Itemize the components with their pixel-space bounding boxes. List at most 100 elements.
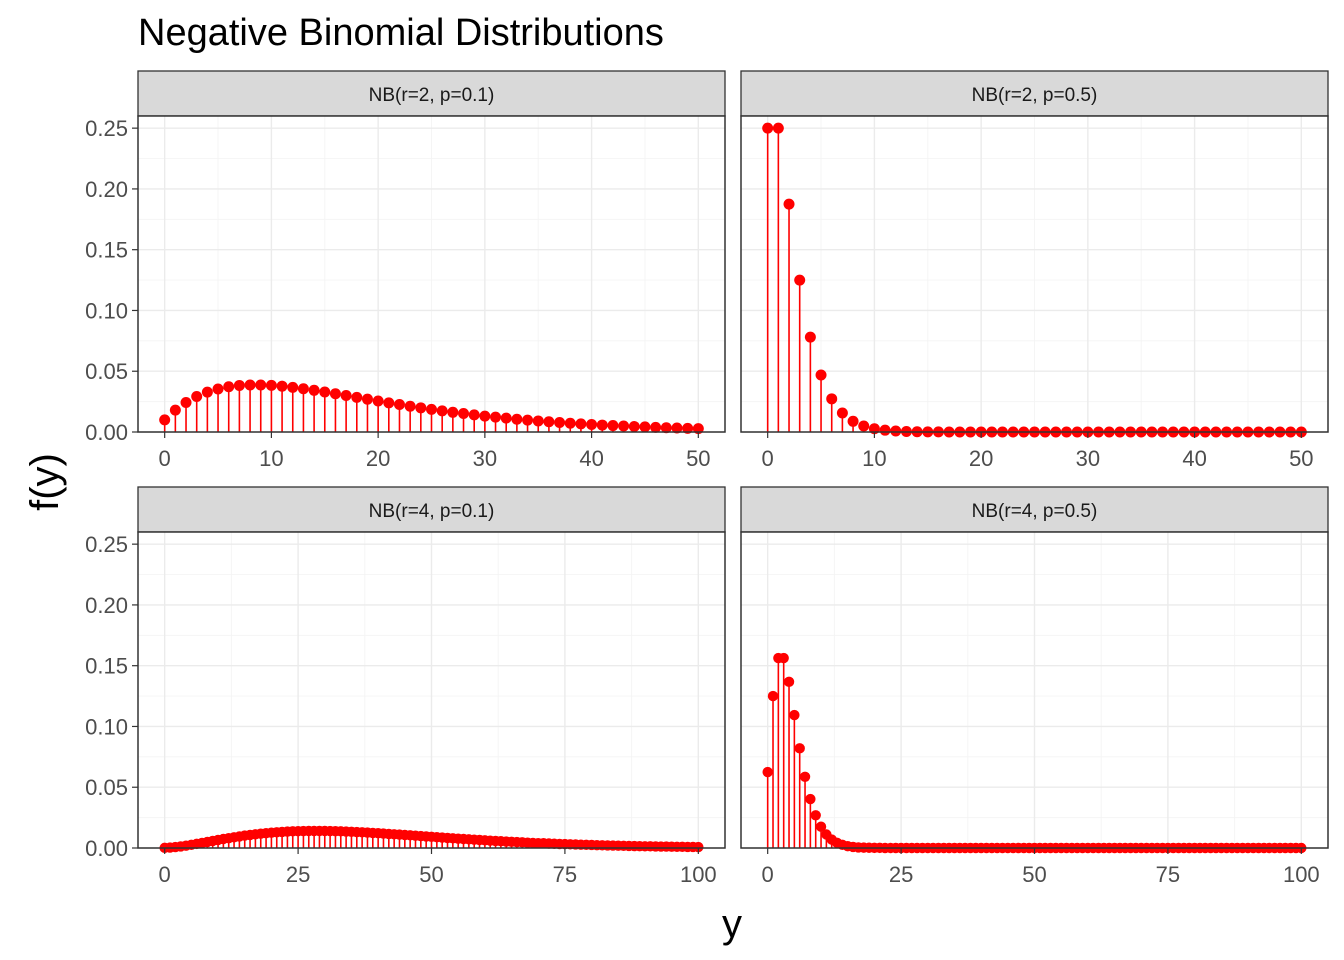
data-point — [879, 424, 891, 436]
data-point — [329, 388, 341, 400]
data-point — [244, 379, 256, 391]
data-point — [223, 381, 235, 393]
data-point — [799, 771, 811, 782]
data-point — [169, 404, 181, 416]
data-point — [415, 402, 427, 414]
y-tick-label: 0.20 — [85, 177, 128, 202]
y-tick-label: 0.05 — [85, 775, 128, 800]
data-point — [340, 390, 352, 402]
data-point — [522, 414, 534, 426]
facet-panel: NB(r=4, p=0.5) 0 25 50 75 100 — [740, 486, 1329, 887]
data-point — [532, 415, 544, 427]
y-tick-label: 0.00 — [85, 836, 128, 861]
x-tick-label: 10 — [862, 446, 886, 471]
y-tick-label: 0.20 — [85, 593, 128, 618]
facet-strip — [137, 486, 726, 533]
x-tick-label: 50 — [1022, 862, 1046, 887]
x-tick-label: 25 — [286, 862, 310, 887]
y-tick-label: 0.10 — [85, 714, 128, 739]
data-point — [383, 397, 395, 409]
data-point — [783, 198, 795, 210]
data-point — [212, 383, 224, 395]
data-point — [297, 383, 309, 395]
data-point — [783, 676, 795, 688]
data-point — [265, 379, 277, 391]
data-point — [789, 709, 800, 721]
x-tick-label: 0 — [762, 862, 774, 887]
data-point — [628, 421, 640, 433]
data-point — [468, 409, 480, 421]
data-point — [233, 379, 245, 391]
facet-strip-label: NB(r=2, p=0.1) — [369, 85, 495, 106]
data-point — [618, 420, 630, 432]
x-tick-label: 30 — [473, 446, 497, 471]
data-point — [815, 821, 827, 832]
facet-panel: NB(r=4, p=0.1) 0 25 50 75 100 0.00 0.05 0.10 0.15… — [85, 486, 726, 887]
x-axis-title: y — [722, 902, 742, 946]
data-point — [404, 400, 416, 412]
y-tick-label: 0.10 — [85, 298, 128, 323]
x-tick-label: 30 — [1076, 446, 1100, 471]
facet-strip — [740, 486, 1329, 533]
x-tick-label: 20 — [366, 446, 390, 471]
data-point — [564, 417, 576, 429]
data-point — [543, 416, 555, 428]
data-point — [500, 412, 512, 424]
data-point — [767, 690, 779, 702]
x-tick-label: 50 — [419, 862, 443, 887]
x-tick-label: 0 — [159, 862, 171, 887]
data-point — [607, 420, 619, 432]
data-point — [276, 380, 288, 392]
x-tick-label: 0 — [159, 446, 171, 471]
data-point — [180, 396, 192, 408]
data-point — [201, 386, 213, 398]
y-tick-label: 0.15 — [85, 654, 128, 679]
data-point — [393, 399, 405, 411]
data-point — [447, 406, 459, 418]
data-point — [255, 379, 267, 391]
x-tick-label: 0 — [762, 446, 774, 471]
data-point — [490, 411, 502, 423]
x-tick-label: 40 — [1182, 446, 1206, 471]
data-point — [804, 331, 816, 343]
data-point — [778, 652, 789, 664]
data-point — [794, 743, 805, 754]
x-tick-label: 10 — [259, 446, 283, 471]
data-point — [682, 422, 694, 434]
x-tick-label: 50 — [1289, 446, 1313, 471]
data-point — [575, 418, 587, 430]
data-point — [762, 766, 773, 778]
data-point — [426, 403, 437, 415]
x-tick-label: 75 — [553, 862, 577, 887]
data-point — [805, 793, 816, 805]
facet-panel: NB(r=2, p=0.1) 0 10 20 30 40 50 0.00 0.05 0.10 0.1… — [85, 70, 726, 471]
data-point — [191, 391, 203, 403]
facet-strip-label: NB(r=2, p=0.5) — [972, 85, 1098, 106]
data-point — [372, 395, 384, 407]
data-point — [308, 384, 320, 396]
x-tick-label: 75 — [1156, 862, 1180, 887]
y-tick-label: 0.15 — [85, 238, 128, 263]
data-point — [361, 393, 373, 405]
data-point — [650, 421, 662, 433]
x-tick-label: 50 — [686, 446, 710, 471]
data-point — [436, 405, 448, 417]
data-point — [639, 421, 651, 433]
data-point — [693, 841, 704, 853]
facet-strip-label: NB(r=4, p=0.1) — [369, 501, 495, 522]
y-tick-label: 0.25 — [85, 532, 128, 557]
chart-title: Negative Binomial Distributions — [138, 12, 664, 54]
x-tick-label: 25 — [889, 862, 913, 887]
facet-strip-label: NB(r=4, p=0.5) — [972, 501, 1098, 522]
data-point — [762, 122, 774, 134]
y-tick-label: 0.05 — [85, 359, 128, 384]
data-point — [826, 393, 838, 405]
data-point — [772, 122, 784, 134]
x-tick-label: 100 — [680, 862, 717, 887]
data-point — [810, 810, 821, 821]
data-point — [847, 415, 859, 427]
facet-panels: NB(r=2, p=0.1) 0 10 20 30 40 50 0.00 0.05 0.10 0.1… — [85, 70, 1329, 887]
facet-panel: NB(r=2, p=0.5) 0 10 20 30 40 50 — [740, 70, 1329, 471]
x-tick-label: 20 — [969, 446, 993, 471]
